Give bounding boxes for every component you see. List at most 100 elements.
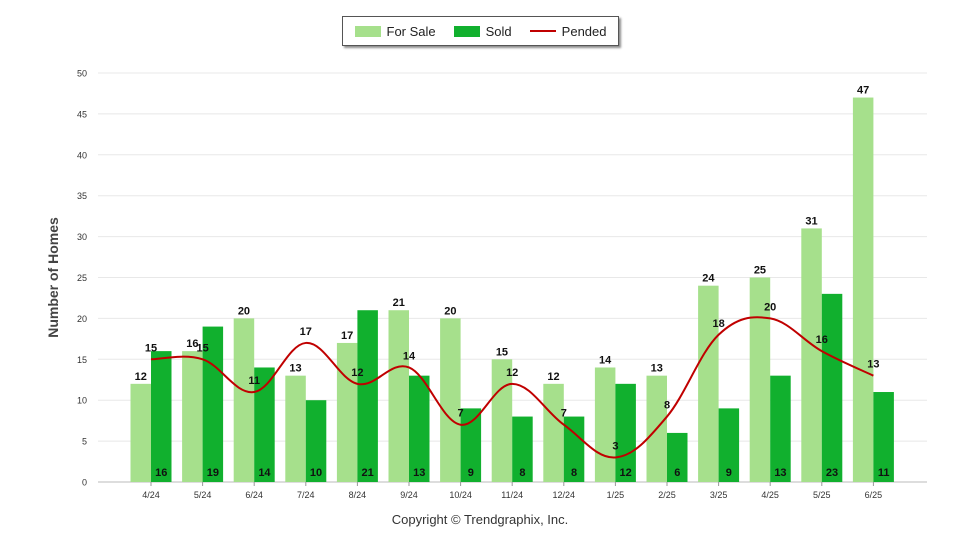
data-label-for-sale: 12 xyxy=(547,371,559,383)
data-label-sold: 16 xyxy=(155,467,167,479)
bar-sold xyxy=(151,351,172,482)
data-label-pended: 14 xyxy=(403,350,416,362)
x-tick-label: 6/25 xyxy=(865,490,883,500)
data-label-for-sale: 15 xyxy=(496,346,508,358)
y-tick-label: 20 xyxy=(77,314,87,324)
x-tick-label: 2/25 xyxy=(658,490,676,500)
y-tick-label: 30 xyxy=(77,232,87,242)
bar-sold xyxy=(821,293,843,482)
data-label-pended: 7 xyxy=(561,408,567,420)
legend-item-for-sale: For Sale xyxy=(354,23,436,39)
data-label-for-sale: 16 xyxy=(186,338,198,350)
data-label-pended: 18 xyxy=(712,318,724,330)
y-tick-label: 10 xyxy=(77,396,87,406)
data-label-for-sale: 12 xyxy=(135,371,147,383)
data-label-pended: 7 xyxy=(458,408,464,420)
bar-sold xyxy=(563,416,585,482)
data-label-sold: 13 xyxy=(413,467,425,479)
data-label-for-sale: 14 xyxy=(599,354,612,366)
data-label-for-sale: 20 xyxy=(444,305,456,317)
data-label-pended: 12 xyxy=(351,367,363,379)
data-label-pended: 8 xyxy=(664,400,670,412)
data-label-pended: 3 xyxy=(612,440,618,452)
y-tick-label: 40 xyxy=(77,150,87,160)
x-tick-label: 5/24 xyxy=(194,490,212,500)
bar-for-sale xyxy=(491,359,513,482)
legend-swatch-sold xyxy=(453,25,480,37)
data-label-pended: 13 xyxy=(867,359,879,371)
x-tick-label: 3/25 xyxy=(710,490,728,500)
data-label-for-sale: 13 xyxy=(289,363,301,375)
data-label-sold: 12 xyxy=(620,467,632,479)
y-tick-label: 5 xyxy=(82,437,87,447)
data-label-pended: 11 xyxy=(248,375,260,387)
data-label-for-sale: 13 xyxy=(651,363,663,375)
bar-sold xyxy=(357,310,378,482)
x-tick-label: 9/24 xyxy=(400,490,418,500)
x-tick-label: 8/24 xyxy=(349,490,367,500)
bar-sold xyxy=(460,408,482,482)
y-tick-label: 45 xyxy=(77,109,87,119)
bar-for-sale xyxy=(388,310,409,482)
data-label-sold: 8 xyxy=(571,467,577,479)
bar-for-sale xyxy=(801,228,822,482)
data-label-pended: 17 xyxy=(300,326,312,338)
data-label-for-sale: 25 xyxy=(754,265,766,277)
legend-item-sold: Sold xyxy=(453,23,512,39)
data-label-for-sale: 21 xyxy=(393,297,405,309)
x-tick-label: 5/25 xyxy=(813,490,831,500)
y-tick-label: 50 xyxy=(77,69,87,79)
copyright-text: Copyright © Trendgraphix, Inc. xyxy=(391,512,569,527)
y-tick-label: 0 xyxy=(82,478,87,488)
bar-for-sale xyxy=(852,97,874,482)
y-tick-label: 25 xyxy=(77,273,87,283)
data-label-sold: 11 xyxy=(878,467,890,479)
legend-swatch-for-sale xyxy=(354,25,381,37)
x-tick-label: 4/25 xyxy=(761,490,779,500)
x-tick-label: 7/24 xyxy=(297,490,315,500)
bar-for-sale xyxy=(336,342,358,482)
legend-swatch-pended xyxy=(529,30,556,32)
y-tick-label: 35 xyxy=(77,191,87,201)
chart-legend: For Sale Sold Pended xyxy=(342,16,619,46)
y-axis-label: Number of Homes xyxy=(45,217,61,338)
data-label-sold: 13 xyxy=(774,467,786,479)
bar-for-sale xyxy=(233,318,255,482)
data-label-pended: 20 xyxy=(764,301,776,313)
bar-line-chart: 0 5 10 15 20 25 30 35 40 45 50 Number of Homes 12 16 4… xyxy=(45,69,927,500)
data-label-sold: 9 xyxy=(468,467,474,479)
legend-label-for-sale: For Sale xyxy=(386,23,436,39)
data-label-sold: 21 xyxy=(362,467,374,479)
bar-for-sale xyxy=(543,383,564,482)
data-label-for-sale: 24 xyxy=(702,273,715,285)
x-tick-label: 4/24 xyxy=(142,490,160,500)
bar-sold xyxy=(667,432,688,482)
bar-sold xyxy=(409,375,430,482)
data-label-for-sale: 47 xyxy=(857,85,869,97)
data-label-pended: 16 xyxy=(816,334,828,346)
data-label-sold: 19 xyxy=(207,467,219,479)
data-label-pended: 15 xyxy=(196,342,208,354)
x-tick-label: 1/25 xyxy=(607,490,625,500)
data-label-pended: 15 xyxy=(145,342,157,354)
bar-for-sale xyxy=(285,375,306,482)
legend-item-pended: Pended xyxy=(529,23,607,39)
bar-sold xyxy=(512,416,533,482)
data-label-sold: 9 xyxy=(726,467,732,479)
bar-sold xyxy=(202,326,224,482)
legend-label-sold: Sold xyxy=(485,23,512,39)
legend-label-pended: Pended xyxy=(561,23,607,39)
x-tick-label: 11/24 xyxy=(501,490,523,500)
x-tick-label: 10/24 xyxy=(449,490,472,500)
data-label-sold: 10 xyxy=(310,467,322,479)
data-label-for-sale: 17 xyxy=(341,330,353,342)
y-tick-label: 15 xyxy=(77,355,87,365)
x-tick-label: 6/24 xyxy=(245,490,263,500)
data-label-sold: 8 xyxy=(519,467,525,479)
bar-sold xyxy=(770,375,791,482)
data-label-sold: 14 xyxy=(258,467,271,479)
bar-for-sale xyxy=(594,367,616,482)
bar-sold xyxy=(305,400,327,482)
line-pended xyxy=(150,316,874,459)
bar-sold xyxy=(873,392,894,482)
